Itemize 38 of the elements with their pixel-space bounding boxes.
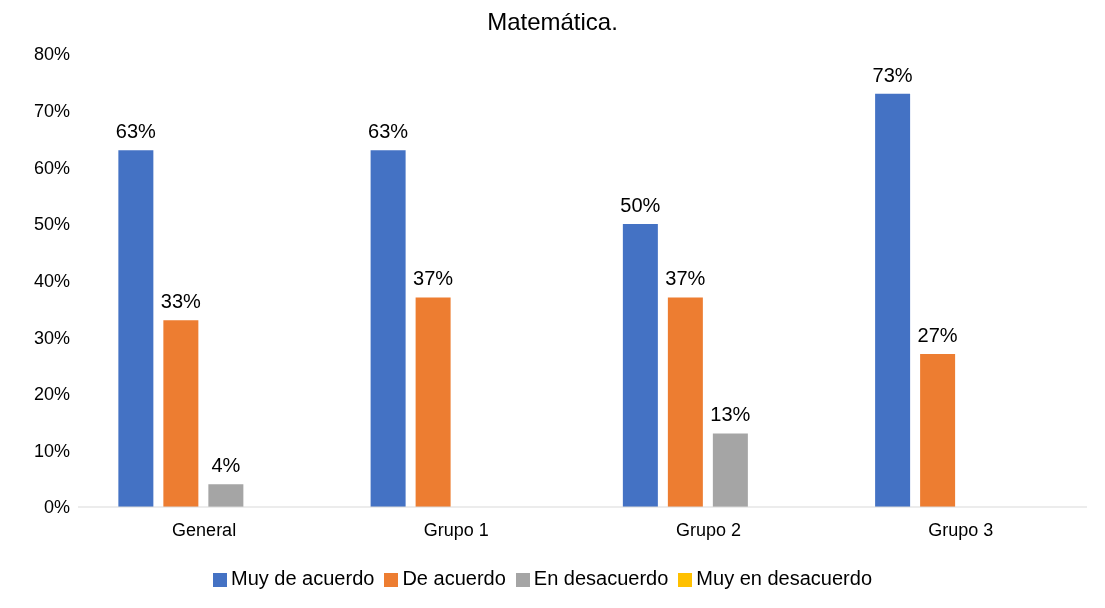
y-tick-label: 80% (33, 44, 70, 65)
data-label: 63% (115, 120, 157, 143)
y-tick-label: 0% (43, 497, 70, 518)
bar (118, 150, 154, 507)
chart-title: Matemática. (486, 8, 619, 37)
y-tick-label: 50% (33, 214, 70, 235)
data-label: 33% (160, 290, 202, 313)
data-label: 73% (872, 63, 913, 86)
y-tick-label: 60% (33, 157, 70, 178)
x-tick-label: Grupo 2 (676, 519, 742, 540)
y-tick-label: 70% (33, 101, 70, 122)
bar (667, 297, 703, 507)
y-tick-label: 10% (33, 440, 70, 461)
x-tick-label: Grupo 1 (423, 519, 489, 540)
bar (208, 484, 244, 507)
bar (163, 320, 199, 507)
bar (370, 150, 406, 507)
data-label: 13% (710, 403, 751, 426)
bar (875, 93, 911, 507)
y-tick-label: 30% (33, 327, 70, 348)
x-tick-label: Grupo 3 (928, 519, 994, 540)
data-label: 37% (413, 267, 454, 290)
legend-label: Muy en desacuerdo (696, 567, 873, 589)
data-label: 63% (368, 120, 409, 143)
bar (712, 433, 748, 507)
legend-label: De acuerdo (402, 567, 506, 589)
data-label: 27% (917, 324, 958, 347)
data-label: 4% (211, 454, 241, 477)
x-tick-label: General (172, 519, 237, 540)
y-tick-label: 40% (33, 270, 70, 291)
bar (920, 354, 956, 507)
bar (415, 297, 451, 507)
legend-label: En desacuerdo (533, 567, 669, 589)
data-label: 37% (665, 267, 706, 290)
legend-label: Muy de acuerdo (230, 567, 375, 589)
data-label: 50% (620, 193, 661, 216)
bar (622, 223, 658, 507)
y-tick-label: 20% (33, 384, 70, 405)
